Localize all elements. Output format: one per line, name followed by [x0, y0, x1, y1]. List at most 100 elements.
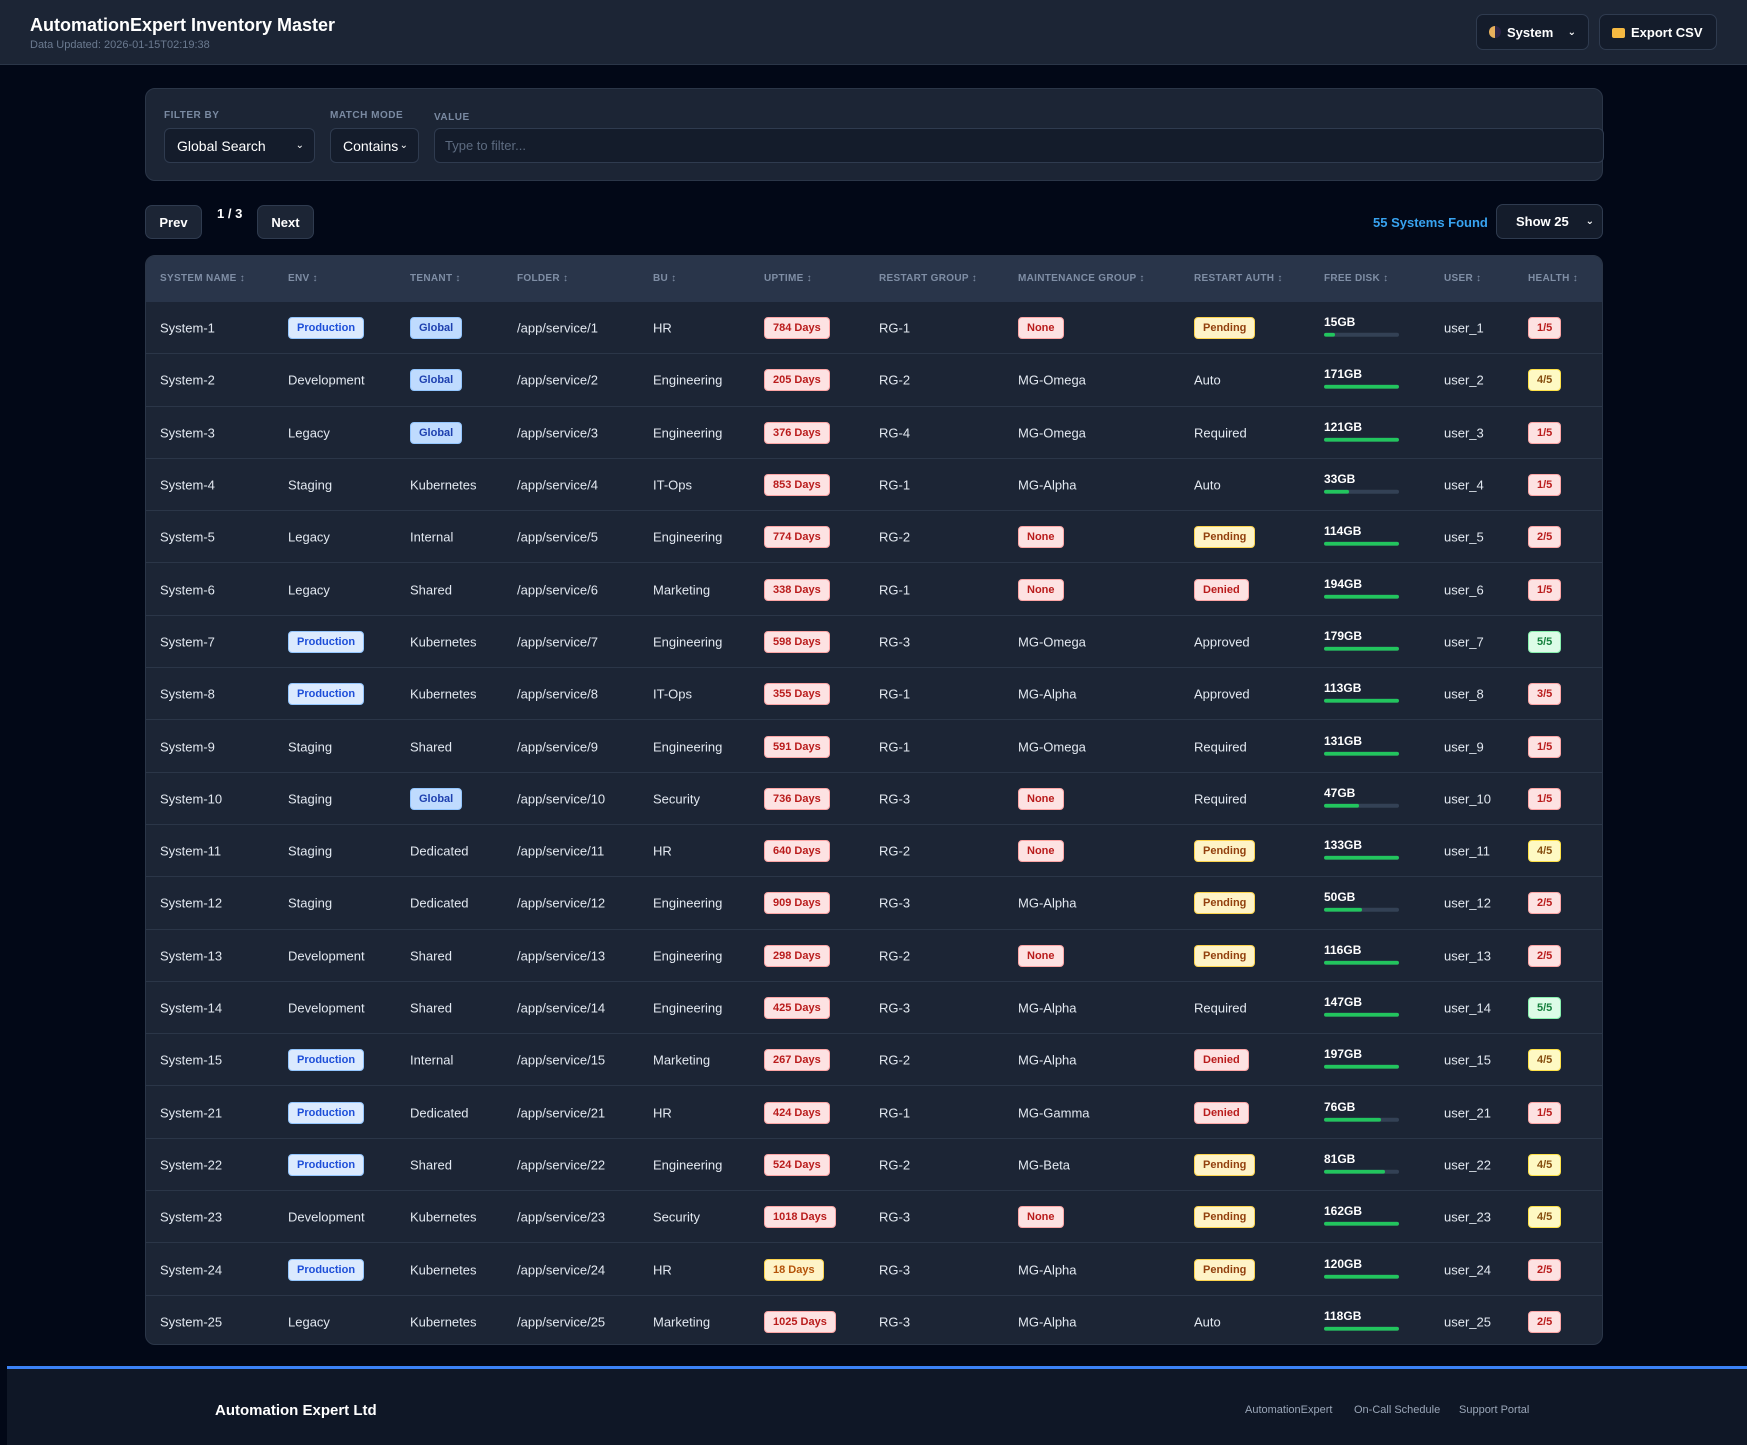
cell-uptime: 524 Days — [764, 1153, 830, 1176]
export-csv-button[interactable]: Export CSV — [1599, 14, 1717, 50]
cell-mg: None — [1018, 578, 1064, 601]
page-size-select[interactable]: Show 25 ⌄ — [1496, 204, 1603, 239]
table-row[interactable]: System-2 Development Global/app/service/2 E… — [146, 354, 1602, 407]
cell-health: 2/5 — [1528, 526, 1562, 549]
table-row[interactable]: System-10 Staging Global/app/service/10 Sec… — [146, 773, 1602, 825]
chevron-down-icon: ⌄ — [295, 140, 304, 151]
cell-disk: 118GB — [1324, 1309, 1399, 1331]
cell-health: 1/5 — [1528, 787, 1562, 810]
cell-disk: 179GB — [1324, 629, 1399, 651]
cell-folder: /app/service/10 — [517, 791, 606, 807]
free-disk-bar — [1324, 960, 1399, 965]
cell-tenant: Shared — [410, 739, 452, 755]
table-row[interactable]: System-15 Production Internal/app/service/… — [146, 1034, 1602, 1087]
mg-badge: None — [1018, 840, 1064, 863]
cell-name: System-21 — [160, 1105, 223, 1121]
footer-link-support-portal[interactable]: Support Portal — [1459, 1404, 1530, 1416]
table-row[interactable]: System-5 Legacy Internal/app/service/5 Engi… — [146, 511, 1602, 564]
column-header-env[interactable]: ENV ↕ — [288, 273, 318, 284]
folder-icon — [1612, 28, 1625, 38]
cell-disk: 114GB — [1324, 524, 1399, 547]
column-header-disk[interactable]: FREE DISK ↕ — [1324, 273, 1389, 284]
cell-tenant: Kubernetes — [410, 1209, 477, 1225]
cell-folder: /app/service/4 — [517, 477, 598, 493]
cell-auth: Auto — [1194, 1314, 1221, 1330]
next-button[interactable]: Next — [257, 205, 314, 239]
column-header-auth[interactable]: RESTART AUTH ↕ — [1194, 273, 1283, 284]
table-row[interactable]: System-24 Production Kubernetes/app/servic… — [146, 1243, 1602, 1296]
table-row[interactable]: System-12 Staging Dedicated/app/service/12… — [146, 877, 1602, 930]
footer-link-automationexpert[interactable]: AutomationExpert — [1245, 1404, 1333, 1416]
free-disk-bar — [1324, 489, 1399, 494]
table-row[interactable]: System-13 Development Shared/app/service/1… — [146, 930, 1602, 982]
cell-user: user_3 — [1444, 425, 1484, 441]
cell-rg: RG-3 — [879, 634, 911, 650]
table-row[interactable]: System-11 Staging Dedicated/app/service/11… — [146, 825, 1602, 878]
cell-rg: RG-2 — [879, 529, 911, 545]
cell-rg: RG-3 — [879, 1262, 911, 1278]
cell-rg: RG-3 — [879, 791, 911, 807]
cell-folder: /app/service/7 — [517, 634, 598, 650]
filter-value-input[interactable] — [434, 128, 1604, 163]
free-disk-bar-fill — [1324, 1274, 1399, 1279]
cell-user: user_11 — [1444, 843, 1491, 859]
column-header-user[interactable]: USER ↕ — [1444, 273, 1482, 284]
table-row[interactable]: System-7 Production Kubernetes/app/service… — [146, 616, 1602, 669]
table-row[interactable]: System-23 Development Kubernetes/app/servi… — [146, 1191, 1602, 1244]
health-badge: 2/5 — [1528, 892, 1562, 915]
cell-name: System-4 — [160, 477, 215, 493]
column-header-name[interactable]: SYSTEM NAME ↕ — [160, 273, 246, 284]
table-row[interactable]: System-22 Production Shared/app/service/22… — [146, 1139, 1602, 1192]
footer-link-on-call-schedule[interactable]: On-Call Schedule — [1354, 1404, 1441, 1416]
cell-disk: 162GB — [1324, 1204, 1399, 1227]
cell-mg: MG-Alpha — [1018, 1052, 1077, 1068]
cell-tenant: Shared — [410, 948, 452, 964]
match-mode-value: Contains — [343, 137, 399, 154]
cell-tenant: Kubernetes — [410, 1314, 477, 1330]
column-header-health[interactable]: HEALTH ↕ — [1528, 273, 1578, 284]
prev-button[interactable]: Prev — [145, 205, 202, 239]
cell-folder: /app/service/14 — [517, 1000, 606, 1016]
health-badge: 1/5 — [1528, 578, 1562, 601]
env-badge: Production — [288, 1153, 365, 1176]
column-header-tenant[interactable]: TENANT ↕ — [410, 273, 461, 284]
cell-user: user_15 — [1444, 1052, 1491, 1068]
cell-bu: HR — [653, 1105, 672, 1121]
column-header-mg[interactable]: MAINTENANCE GROUP ↕ — [1018, 273, 1145, 284]
free-disk-value: 81GB — [1324, 1151, 1356, 1166]
uptime-badge: 784 Days — [764, 317, 830, 340]
column-header-rg[interactable]: RESTART GROUP ↕ — [879, 273, 978, 284]
table-row[interactable]: System-21 Production Dedicated/app/service… — [146, 1087, 1602, 1139]
cell-health: 1/5 — [1528, 317, 1562, 340]
cell-auth: Approved — [1194, 686, 1250, 702]
filter-by-select[interactable]: Global Search ⌄ — [164, 128, 315, 163]
free-disk-value: 118GB — [1324, 1308, 1362, 1323]
table-row[interactable]: System-3 Legacy Global/app/service/3 Engine… — [146, 407, 1602, 459]
table-row[interactable]: System-8 Production Kubernetes/app/service… — [146, 668, 1602, 721]
table-row[interactable]: System-14 Development Shared/app/service/1… — [146, 982, 1602, 1035]
table-row[interactable]: System-9 Staging Shared/app/service/9 Engin… — [146, 720, 1602, 773]
table-row[interactable]: System-6 Legacy Shared/app/service/6 Market… — [146, 564, 1602, 616]
column-header-folder[interactable]: FOLDER ↕ — [517, 273, 569, 284]
table-row[interactable]: System-1 Production Global/app/service/1 HR… — [146, 302, 1602, 355]
tenant-badge: Global — [410, 787, 463, 810]
cell-bu: Engineering — [653, 372, 723, 388]
column-header-bu[interactable]: BU ↕ — [653, 273, 677, 284]
table-row[interactable]: System-25 Legacy Kubernetes/app/service/25… — [146, 1296, 1602, 1344]
cell-health: 2/5 — [1528, 1310, 1562, 1333]
match-mode-select[interactable]: Contains ⌄ — [330, 128, 419, 163]
cell-bu: Marketing — [653, 1052, 711, 1068]
table-row[interactable]: System-4 Staging Kubernetes/app/service/4 I… — [146, 459, 1602, 512]
app-title: AutomationExpert Inventory Master — [30, 15, 336, 35]
cell-user: user_8 — [1444, 686, 1484, 702]
uptime-badge: 909 Days — [764, 892, 830, 915]
free-disk-bar-fill — [1324, 646, 1399, 651]
cell-auth: Pending — [1194, 1258, 1256, 1281]
cell-user: user_5 — [1444, 529, 1484, 545]
uptime-badge: 853 Days — [764, 474, 830, 497]
theme-select[interactable]: System ⌄ — [1476, 14, 1589, 50]
free-disk-bar-fill — [1324, 437, 1399, 442]
free-disk-bar-fill — [1324, 385, 1399, 390]
column-header-uptime[interactable]: UPTIME ↕ — [764, 273, 812, 284]
cell-name: System-6 — [160, 582, 215, 598]
